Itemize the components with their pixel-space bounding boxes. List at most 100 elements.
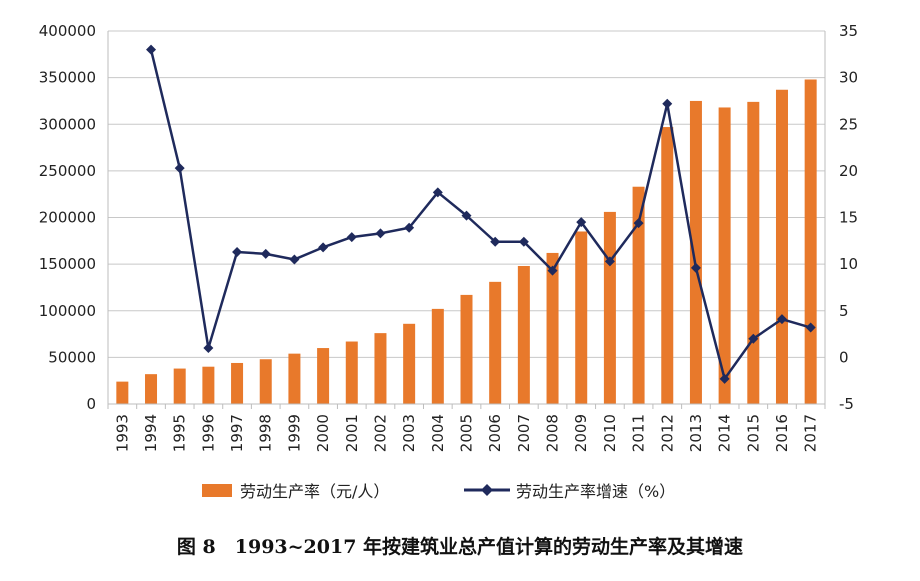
bar [460,294,473,404]
x-tick-label: 1997 [228,414,246,452]
x-tick-label: 2013 [687,414,705,452]
bar [489,281,502,404]
growth-point [748,333,759,344]
growth-point [432,187,443,198]
y-left-tick-label: 100000 [39,302,96,320]
growth-point [604,256,615,267]
legend-bar-label: 劳动生产率（元/人） [240,482,389,501]
growth-point [318,242,329,253]
y-left-tick-label: 50000 [48,348,96,366]
x-tick-label: 2007 [515,414,533,452]
x-tick-label: 2003 [400,414,418,452]
growth-point [805,322,816,333]
x-tick-label: 2009 [572,414,590,452]
y-right-tick-label: 35 [839,22,858,40]
x-tick-label: 2010 [601,414,619,452]
bar [231,362,244,404]
x-tick-label: 2001 [343,414,361,452]
y-left-tick-label: 0 [86,395,96,413]
growth-point [461,210,472,221]
x-tick-label: 2002 [371,414,389,452]
bar [259,359,272,404]
x-tick-label: 1996 [199,414,217,452]
bar [374,333,387,404]
y-left-tick-label: 250000 [39,162,96,180]
x-tick-label: 1999 [285,414,303,452]
growth-point [146,44,157,55]
legend: 劳动生产率（元/人） 劳动生产率增速（%） [202,482,675,501]
y-left-tick-label: 400000 [39,22,96,40]
bar [403,323,416,404]
growth-point [719,373,730,384]
bar [747,101,760,405]
bars-layer [116,79,817,405]
y-left-tick-label: 300000 [39,115,96,133]
growth-point [289,254,300,265]
growth-point [776,314,787,325]
y-right-tick-label: 20 [839,162,858,180]
growth-point [490,236,501,247]
y-right-tick-label: 15 [839,209,858,227]
x-tick-label: 2016 [773,414,791,452]
y-right-tick-label: 10 [839,255,858,273]
bar [145,374,158,404]
y-left-tick-label: 350000 [39,69,96,87]
y-right-tick-label: 0 [839,348,849,366]
growth-point [662,98,673,109]
growth-point [346,232,357,243]
growth-point [690,262,701,273]
growth-point [518,236,529,247]
x-tick-label: 2000 [314,414,332,452]
growth-point [375,228,386,239]
bar [431,308,444,404]
x-tick-label: 1994 [142,414,160,452]
bar [775,89,788,404]
x-tick-label: 1993 [113,414,131,452]
growth-point [633,218,644,229]
bar [173,368,186,404]
bar [718,107,731,404]
axes-layer [107,31,826,409]
bar [575,231,588,404]
x-tick-label: 2005 [458,414,476,452]
growth-line [149,49,812,381]
bar [202,366,215,404]
bar [804,79,817,405]
bar [661,127,674,405]
line-layer [146,44,816,384]
ticks-layer: 4000003500003000002500002000001500001000… [39,22,858,452]
legend-line-marker [481,484,493,496]
growth-point [576,217,587,228]
y-left-tick-label: 150000 [39,255,96,273]
growth-point [232,247,243,258]
y-left-tick-label: 200000 [39,209,96,227]
bar [317,348,330,404]
bar [116,381,129,404]
x-tick-label: 2011 [630,414,648,452]
x-tick-label: 1995 [171,414,189,452]
growth-point [547,265,558,276]
x-tick-label: 2014 [716,414,734,452]
bar [603,211,616,404]
y-right-tick-label: 30 [839,69,858,87]
x-tick-label: 1998 [257,414,275,452]
x-tick-label: 2017 [802,414,820,452]
growth-point [203,343,214,354]
growth-point [260,248,271,259]
legend-line-label: 劳动生产率增速（%） [516,482,675,501]
bar [345,341,358,404]
legend-bar-swatch [202,484,232,497]
figure-caption: 图 8 1993~2017 年按建筑业总产值计算的劳动生产率及其增速 [176,536,744,558]
x-tick-label: 2015 [744,414,762,452]
y-right-tick-label: 5 [839,302,849,320]
bar [689,100,702,404]
bar [517,265,530,404]
x-tick-label: 2004 [429,414,447,452]
y-right-tick-label: 25 [839,115,858,133]
y-right-tick-label: -5 [839,395,854,413]
bar [632,186,645,404]
x-tick-label: 2012 [658,414,676,452]
bar [546,252,559,404]
